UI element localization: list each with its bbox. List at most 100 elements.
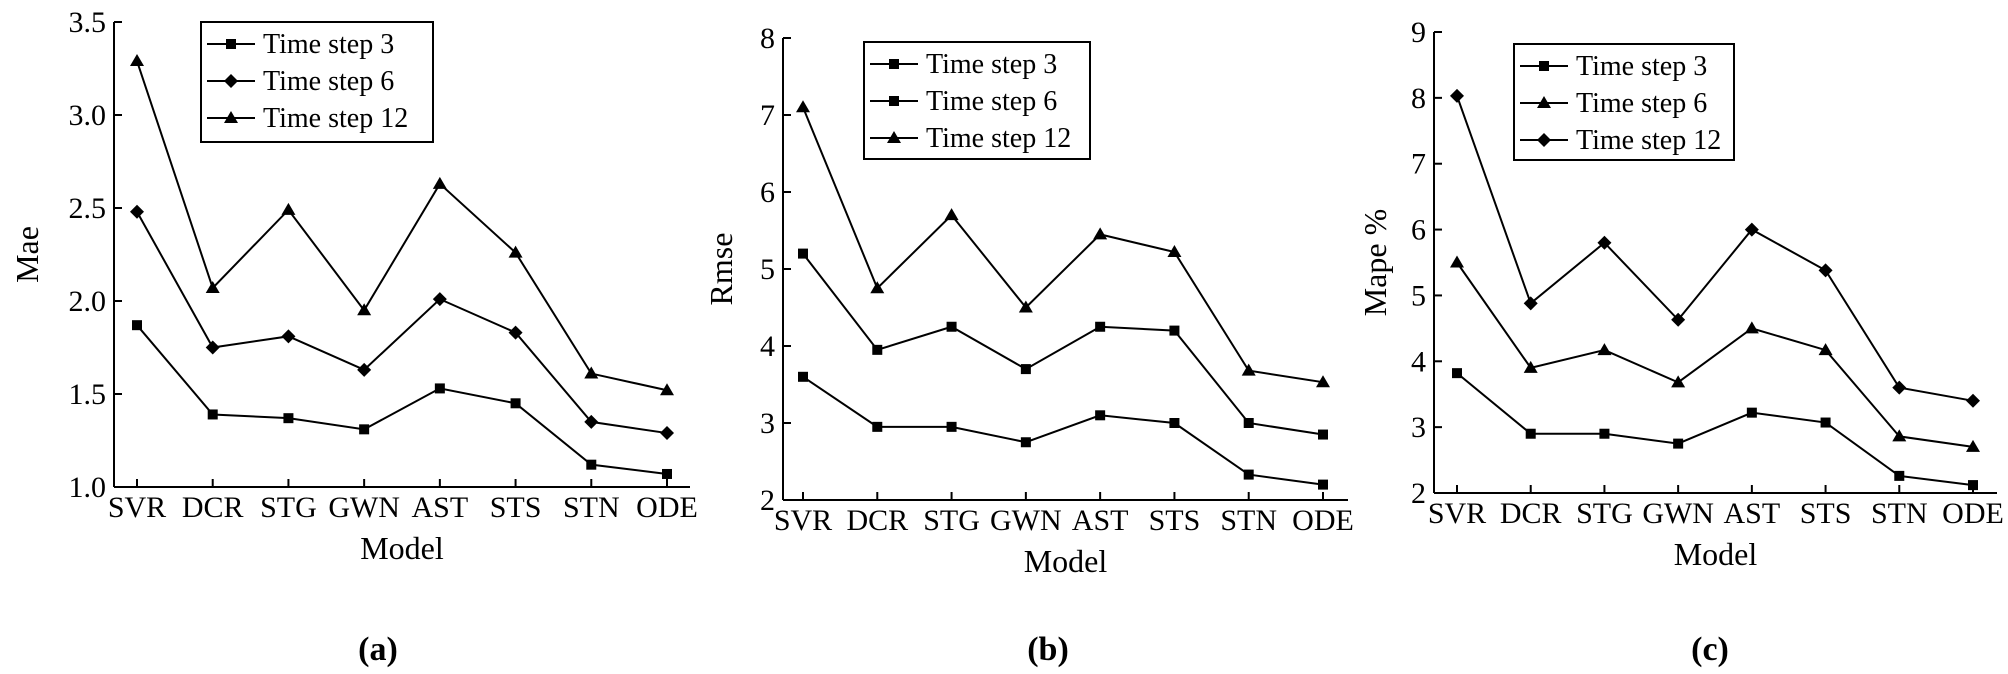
data-point — [281, 202, 296, 215]
data-point — [1894, 470, 1905, 481]
data-point — [510, 398, 521, 409]
panel-caption: (a) — [358, 631, 398, 668]
data-point — [1167, 245, 1182, 258]
legend-marker — [887, 131, 901, 143]
x-tick-label: STS — [1800, 497, 1852, 530]
data-point — [508, 325, 523, 340]
x-tick-label: STN — [1220, 504, 1277, 537]
data-point — [798, 248, 808, 259]
data-point — [1746, 407, 1757, 418]
legend-marker — [226, 39, 236, 49]
data-point — [1020, 437, 1031, 448]
data-point — [1892, 429, 1907, 442]
y-tick-label: 2.5 — [69, 192, 107, 225]
data-point — [130, 54, 144, 67]
x-axis-title: Model — [1024, 543, 1108, 579]
series-line-2 — [136, 211, 668, 435]
legend-label: Time step 12 — [926, 123, 1071, 154]
y-tick-label: 7 — [1411, 148, 1426, 181]
data-point — [1820, 417, 1831, 428]
data-point — [1020, 364, 1031, 375]
data-point — [1744, 222, 1759, 237]
data-point — [1523, 360, 1538, 373]
y-tick-label: 4 — [1411, 345, 1426, 378]
data-point — [1243, 469, 1254, 480]
data-point — [584, 414, 599, 429]
data-point — [432, 176, 447, 189]
chart-panel-2: 2 3 4 5 6 7 8 SVR DCR STG GWN AST STS STN ODE Model Rmse… — [703, 22, 1354, 668]
legend-label: Time step 6 — [926, 86, 1057, 117]
data-point — [870, 281, 885, 294]
data-point — [434, 383, 445, 394]
data-point — [1450, 88, 1464, 103]
y-tick-label: 6 — [760, 176, 775, 209]
x-tick-label: STN — [563, 491, 620, 524]
data-point — [281, 329, 296, 344]
data-point — [944, 208, 959, 221]
data-point — [132, 320, 142, 331]
x-tick-label: DCR — [182, 491, 244, 524]
data-point — [1318, 429, 1328, 440]
data-point — [1597, 235, 1612, 250]
data-point — [1599, 428, 1610, 439]
data-point — [660, 426, 674, 441]
x-tick-label: SVR — [108, 491, 166, 524]
data-point — [357, 303, 372, 316]
y-tick-label: 2 — [760, 484, 775, 517]
y-tick-label: 6 — [1411, 214, 1426, 247]
x-tick-label: ODE — [1942, 497, 2004, 530]
data-point — [1241, 363, 1256, 376]
data-point — [662, 468, 672, 479]
x-tick-label: DCR — [846, 504, 908, 537]
legend: Time step 3 Time step 6 Time step 12 — [200, 21, 434, 143]
data-point — [1095, 410, 1106, 421]
x-tick-label: SVR — [774, 504, 832, 537]
y-tick-label: 8 — [760, 22, 775, 55]
data-point — [1966, 439, 1980, 452]
x-tick-label: STG — [260, 491, 317, 524]
legend-marker — [224, 74, 238, 88]
y-tick-label: 8 — [1411, 82, 1426, 115]
panel-caption: (c) — [1691, 631, 1729, 668]
legend: Time step 3 Time step 6 Time step 12 — [1513, 43, 1735, 161]
x-tick-label: AST — [1072, 504, 1129, 537]
data-point — [1597, 343, 1612, 356]
x-tick-label: STN — [1871, 497, 1928, 530]
data-point — [872, 421, 883, 432]
y-tick-label: 3.5 — [69, 6, 107, 39]
data-point — [1892, 380, 1907, 395]
series-line-1 — [136, 324, 668, 475]
x-tick-label: SVR — [1428, 497, 1486, 530]
legend-label: Time step 3 — [926, 49, 1057, 80]
y-axis-title: Mae — [9, 226, 45, 283]
data-point — [1525, 428, 1536, 439]
y-tick-label: 2.0 — [69, 285, 107, 318]
data-point — [1095, 321, 1106, 332]
series-line-3 — [1456, 95, 1974, 402]
x-tick-label: ODE — [636, 491, 698, 524]
x-tick-label: DCR — [1500, 497, 1562, 530]
x-tick-label: ODE — [1292, 504, 1354, 537]
data-point — [205, 340, 220, 355]
data-point — [283, 413, 294, 424]
x-tick-label: STG — [1576, 497, 1633, 530]
legend-label: Time step 6 — [1576, 88, 1707, 119]
legend-marker — [1539, 61, 1549, 71]
data-point — [798, 371, 808, 382]
x-axis-title: Model — [360, 530, 444, 566]
data-point — [1316, 375, 1330, 388]
y-tick-label: 5 — [760, 253, 775, 286]
chart-panel-1: 1.0 1.5 2.0 2.5 3.0 3.5 SVR DCR STG GWN AST STS STN O… — [9, 6, 698, 668]
legend-label: Time step 12 — [263, 103, 408, 134]
data-point — [359, 424, 370, 435]
data-point — [1968, 480, 1978, 491]
y-tick-label: 1.5 — [69, 378, 107, 411]
series-line-2 — [1456, 261, 1974, 448]
series-line-3 — [136, 60, 668, 392]
data-point — [508, 245, 523, 258]
x-tick-label: AST — [1724, 497, 1781, 530]
panel-caption: (b) — [1027, 631, 1069, 668]
data-point — [1671, 312, 1686, 327]
series-line-1 — [802, 375, 1324, 486]
